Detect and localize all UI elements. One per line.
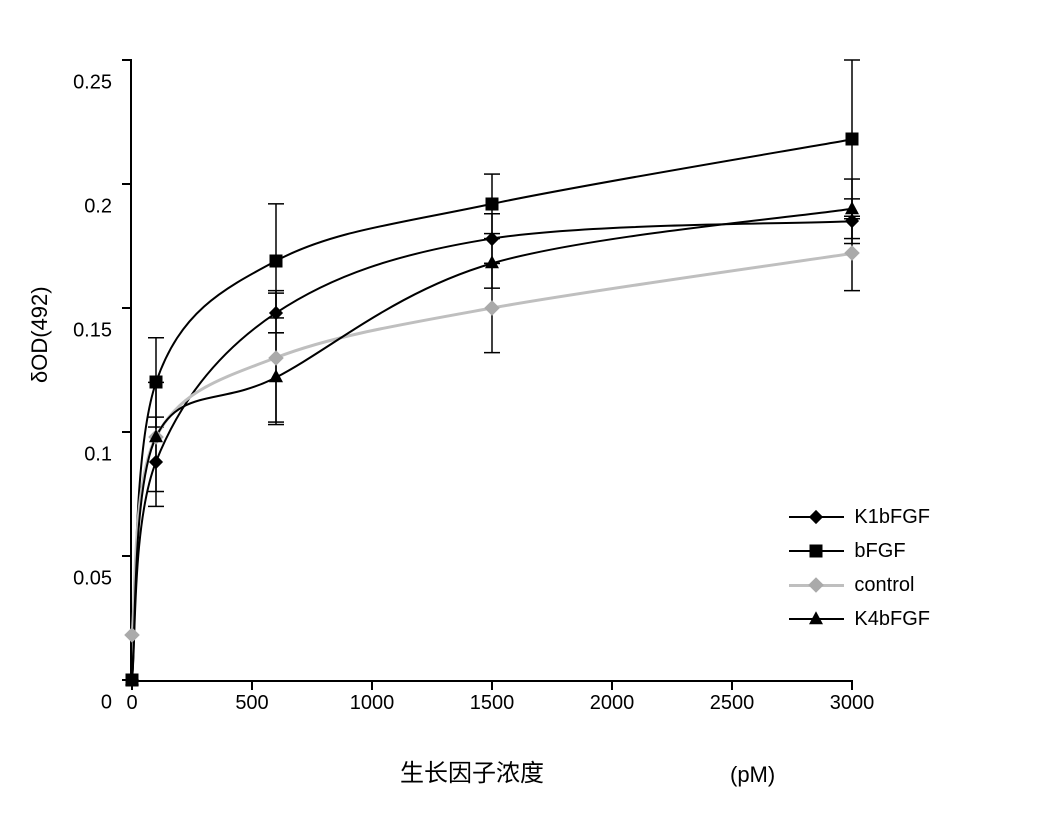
y-tick	[122, 431, 132, 433]
y-axis-label: δOD(492)	[27, 286, 53, 383]
y-tick-label: 0.1	[84, 444, 112, 467]
x-tick-label: 1000	[350, 692, 395, 715]
x-tick-label: 3000	[830, 692, 875, 715]
marker-square	[150, 376, 163, 389]
marker-triangle	[149, 429, 163, 442]
legend-label: bFGF	[854, 540, 905, 563]
legend-symbol	[789, 571, 844, 599]
chart-svg	[132, 60, 852, 680]
legend-item: K1bFGF	[789, 500, 930, 534]
legend-item: control	[789, 568, 930, 602]
x-tick	[731, 680, 733, 690]
marker-triangle	[269, 370, 283, 383]
y-tick	[122, 183, 132, 185]
marker-triangle	[125, 672, 139, 685]
marker-square	[486, 197, 499, 210]
legend-label: K4bFGF	[854, 608, 930, 631]
marker-triangle-icon	[809, 611, 823, 624]
legend-item: bFGF	[789, 534, 930, 568]
marker-square-icon	[810, 545, 823, 558]
marker-square	[270, 254, 283, 267]
plot-area: 05001000150020002500300000.050.10.150.20…	[130, 60, 852, 682]
y-tick	[122, 59, 132, 61]
legend-label: K1bFGF	[854, 506, 930, 529]
x-tick-label: 2500	[710, 692, 755, 715]
legend-symbol	[789, 537, 844, 565]
marker-diamond-gray-icon	[809, 577, 825, 593]
x-axis-unit: (pM)	[730, 762, 775, 788]
marker-diamond-icon	[809, 510, 823, 524]
legend-label: control	[854, 574, 914, 597]
x-axis-label: 生长因子浓度	[400, 753, 544, 788]
legend-symbol	[789, 503, 844, 531]
y-tick-label: 0.2	[84, 196, 112, 219]
legend-symbol	[789, 605, 844, 633]
marker-triangle	[845, 201, 859, 214]
chart-container: 0 500 1000 1500 2000 2500 3000 0 0.05 0.1 0.15 0.2 0…	[0, 0, 1040, 828]
x-tick	[371, 680, 373, 690]
marker-triangle	[485, 256, 499, 269]
x-tick	[851, 680, 853, 690]
y-tick-label: 0	[101, 692, 112, 715]
x-tick-label: 0	[126, 692, 137, 715]
marker-square	[846, 133, 859, 146]
x-tick-label: 500	[235, 692, 268, 715]
y-tick-label: 0.05	[73, 568, 112, 591]
x-tick	[251, 680, 253, 690]
y-tick	[122, 307, 132, 309]
x-tick-label: 2000	[590, 692, 635, 715]
x-tick-label: 1500	[470, 692, 515, 715]
y-tick-label: 0.15	[73, 320, 112, 343]
x-tick	[491, 680, 493, 690]
legend: K1bFGF bFGF control K4bFGF	[789, 500, 930, 636]
y-tick-label: 0.25	[73, 72, 112, 95]
y-tick	[122, 555, 132, 557]
legend-item: K4bFGF	[789, 602, 930, 636]
x-tick	[611, 680, 613, 690]
